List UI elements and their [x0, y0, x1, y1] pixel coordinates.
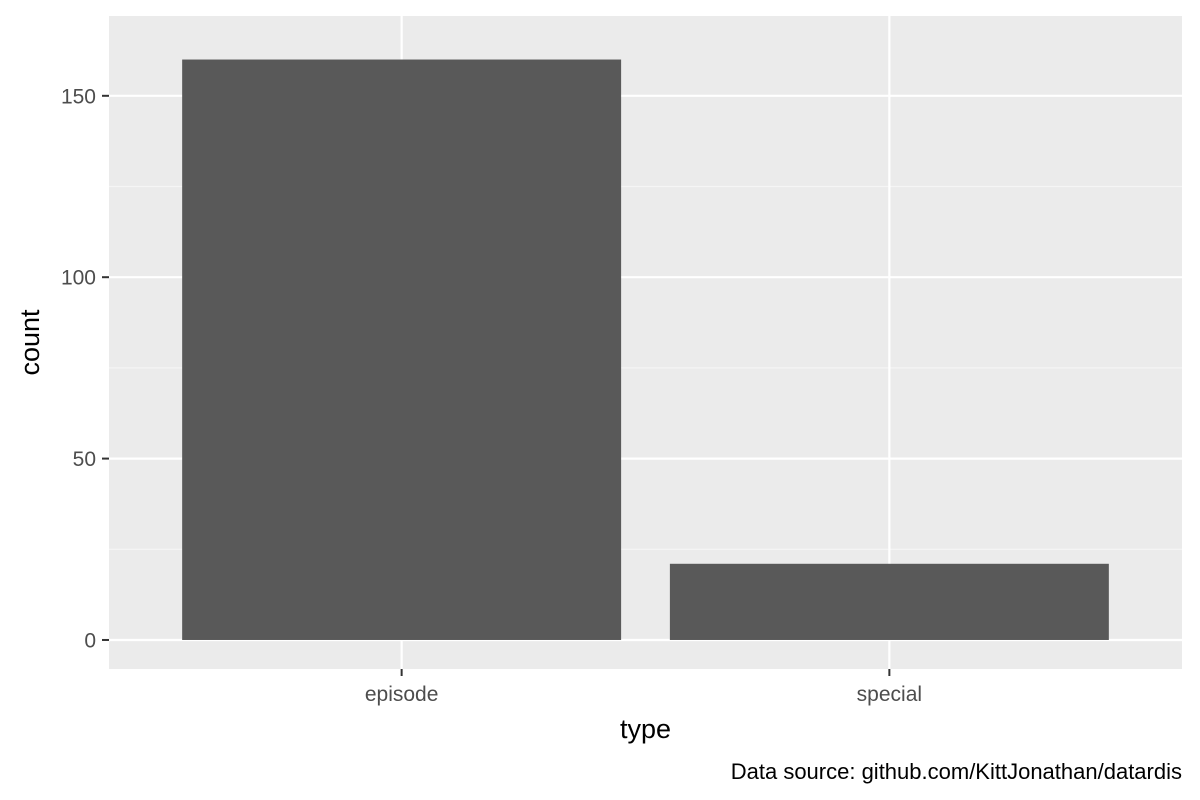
x-axis: episode special — [365, 669, 922, 706]
bar-episode — [182, 59, 622, 640]
y-tick-label: 0 — [84, 629, 96, 652]
bar-special — [669, 563, 1109, 640]
y-tick-label: 150 — [61, 85, 96, 108]
data-source-caption: Data source: github.com/KittJonathan/dat… — [731, 759, 1182, 784]
x-tick-label: special — [857, 683, 922, 706]
y-axis-title: count — [15, 309, 45, 376]
y-tick-label: 100 — [61, 267, 96, 290]
x-axis-title: type — [620, 714, 671, 744]
y-tick-label: 50 — [73, 448, 96, 471]
bars — [182, 59, 1109, 640]
y-axis: 0 50 100 150 — [61, 85, 109, 652]
x-tick-label: episode — [365, 683, 439, 706]
